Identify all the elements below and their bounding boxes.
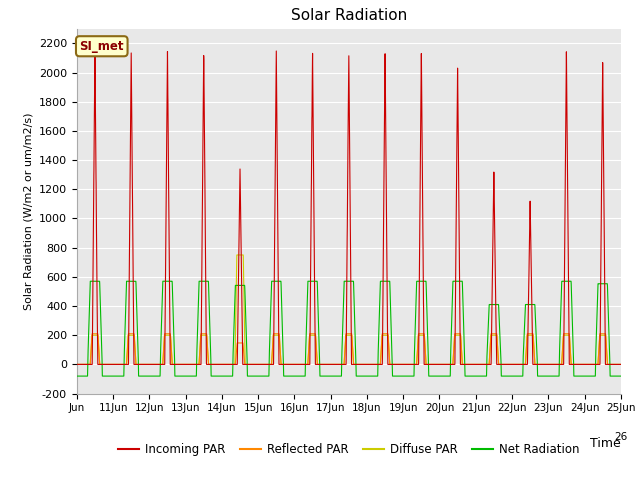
- Legend: Incoming PAR, Reflected PAR, Diffuse PAR, Net Radiation: Incoming PAR, Reflected PAR, Diffuse PAR…: [113, 438, 584, 461]
- Title: Solar Radiation: Solar Radiation: [291, 9, 407, 24]
- Text: 26: 26: [614, 432, 627, 443]
- Text: Time: Time: [590, 437, 621, 450]
- Y-axis label: Solar Radiation (W/m2 or um/m2/s): Solar Radiation (W/m2 or um/m2/s): [23, 112, 33, 310]
- Text: SI_met: SI_met: [79, 40, 124, 53]
